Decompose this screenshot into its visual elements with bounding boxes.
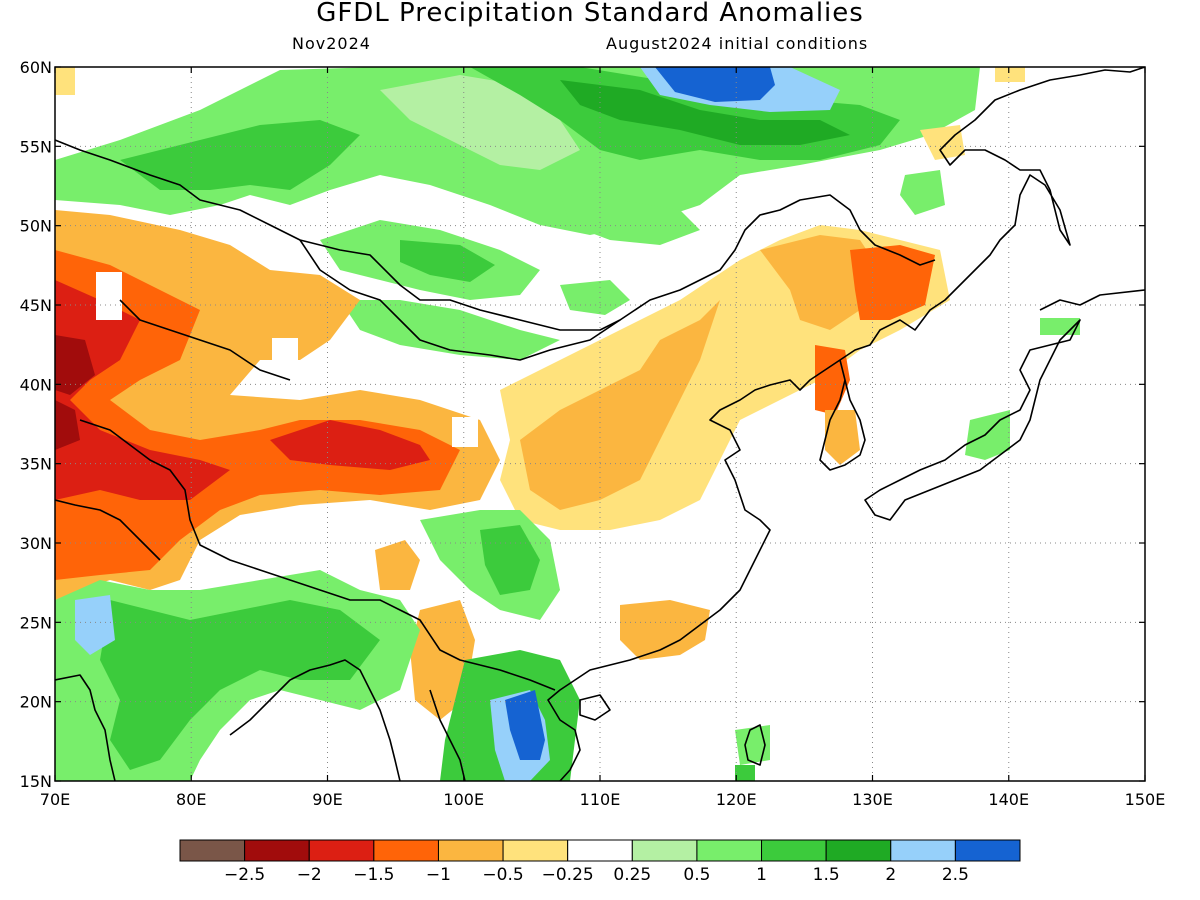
colorbar-swatch: [308, 839, 375, 862]
colorbar-swatch: [761, 839, 827, 862]
colorbar-label: 0.25: [613, 865, 651, 885]
colorbar-label: 2: [885, 865, 896, 885]
lat-label: 50N: [20, 217, 52, 236]
colorbar-label: 0.5: [683, 865, 710, 885]
lat-label: 35N: [20, 455, 52, 474]
colorbar-label: −1.5: [353, 865, 394, 885]
colorbar-swatch: [437, 839, 504, 862]
lat-label: 20N: [20, 693, 52, 712]
lat-label: 15N: [20, 772, 52, 791]
map-title: GFDL Precipitation Standard Anomalies: [316, 0, 864, 28]
colorbar-swatch: [244, 839, 310, 862]
longitude-labels: 70E 80E 90E 100E 110E 120E 130E 140E 150E: [40, 790, 1166, 809]
lon-label: 140E: [988, 790, 1029, 809]
axis-ticks: [54, 66, 1146, 782]
lat-label: 55N: [20, 137, 52, 156]
colorbar-swatch: [825, 839, 892, 862]
lon-label: 90E: [312, 790, 342, 809]
lon-label: 130E: [852, 790, 893, 809]
colorbar-label: 2.5: [942, 865, 969, 885]
colorbar-label: −2.5: [224, 865, 265, 885]
anomaly-field: [55, 67, 1145, 781]
colorbar-swatch: [696, 839, 763, 862]
lon-label: 110E: [580, 790, 621, 809]
valid-month: Nov2024: [292, 34, 371, 53]
colorbar-swatch: [567, 839, 633, 862]
lon-label: 80E: [176, 790, 206, 809]
init-conditions: August2024 initial conditions: [606, 34, 869, 53]
colorbar-swatch: [890, 839, 956, 862]
colorbar-swatch: [631, 839, 698, 862]
gridlines: [55, 67, 1145, 781]
colorbar-label: 1: [756, 865, 767, 885]
colorbar-swatch: [502, 839, 569, 862]
lat-label: 30N: [20, 534, 52, 553]
coastlines-borders: [55, 67, 1145, 781]
lon-label: 100E: [443, 790, 484, 809]
colorbar-label: −2: [297, 865, 322, 885]
lat-label: 25N: [20, 613, 52, 632]
colorbar-swatch: [373, 839, 439, 862]
lat-label: 40N: [20, 375, 52, 394]
lon-label: 150E: [1125, 790, 1166, 809]
colorbar-swatch: [179, 839, 246, 862]
colorbar-label: 1.5: [813, 865, 840, 885]
lon-label: 70E: [40, 790, 70, 809]
colorbar: [179, 839, 1021, 862]
colorbar-swatch: [954, 839, 1021, 862]
colorbar-label: −0.25: [542, 865, 594, 885]
lat-label: 60N: [20, 58, 52, 77]
lat-label: 45N: [20, 296, 52, 315]
lon-label: 120E: [716, 790, 757, 809]
colorbar-labels: −2.5 −2 −1.5 −1 −0.5 −0.25 0.25 0.5 1 1.5 2 2.5: [224, 865, 969, 885]
latitude-labels: 60N 55N 50N 45N 40N 35N 30N 25N 20N 15N: [20, 58, 52, 791]
colorbar-label: −1: [426, 865, 451, 885]
colorbar-label: −0.5: [482, 865, 523, 885]
